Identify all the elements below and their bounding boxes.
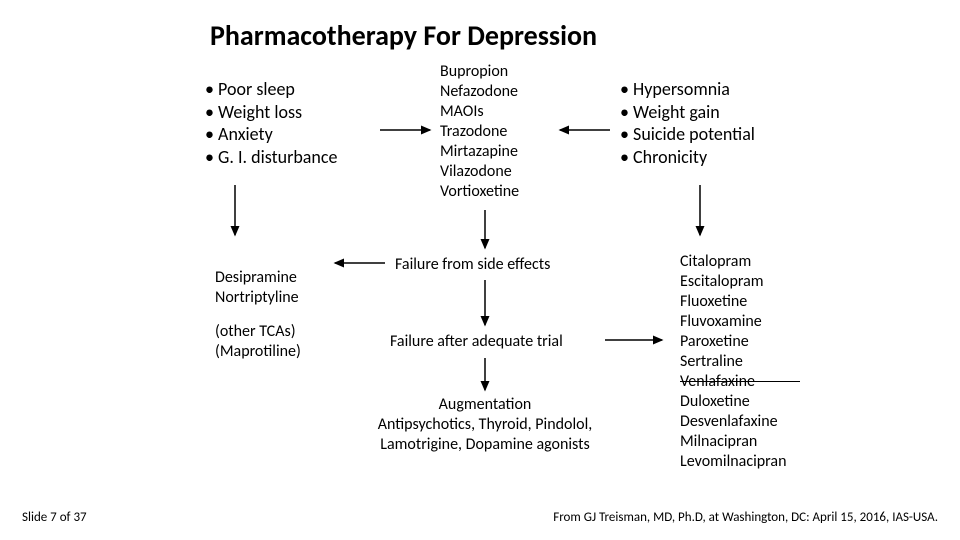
list-item: Suicide potential [620, 123, 755, 146]
list-item: Trazodone [440, 122, 519, 142]
list-item: Nefazodone [440, 82, 519, 102]
list-item: Weight loss [205, 101, 337, 124]
list-item: Escitalopram [680, 272, 786, 292]
slide-number: Slide 7 of 37 [22, 510, 87, 525]
list-item: Weight gain [620, 101, 755, 124]
ssri-divider [680, 381, 800, 382]
augmentation-block: AugmentationAntipsychotics, Thyroid, Pin… [355, 395, 615, 455]
list-item: Venlafaxine [680, 372, 786, 392]
right-symptom-list: HypersomniaWeight gainSuicide potentialC… [620, 78, 755, 168]
citation: From GJ Treisman, MD, Ph.D, at Washingto… [553, 510, 938, 525]
list-item: MAOIs [440, 102, 519, 122]
list-item: Bupropion [440, 62, 519, 82]
list-item: G. I. disturbance [205, 146, 337, 169]
list-item: Sertraline [680, 352, 786, 372]
list-item: Desvenlafaxine [680, 412, 786, 432]
tca-block: DesipramineNortriptyline(other TCAs)(Map… [215, 268, 301, 362]
list-item: Vilazodone [440, 162, 519, 182]
list-item: Anxiety [205, 123, 337, 146]
ssri-list: CitalopramEscitalopramFluoxetineFluvoxam… [680, 252, 786, 472]
list-item: Citalopram [680, 252, 786, 272]
failure-adequate-trial: Failure after adequate trial [390, 332, 563, 352]
list-item: Duloxetine [680, 392, 786, 412]
list-item: Fluvoxamine [680, 312, 786, 332]
list-item: Poor sleep [205, 78, 337, 101]
failure-side-effects: Failure from side effects [395, 255, 550, 275]
list-item: Vortioxetine [440, 182, 519, 202]
list-item: Hypersomnia [620, 78, 755, 101]
list-item: Milnacipran [680, 432, 786, 452]
list-item: Paroxetine [680, 332, 786, 352]
list-item: Fluoxetine [680, 292, 786, 312]
list-item: Chronicity [620, 146, 755, 169]
center-drug-list: BupropionNefazodoneMAOIsTrazodoneMirtaza… [440, 62, 519, 202]
slide-title: Pharmacotherapy For Depression [210, 18, 597, 53]
left-symptom-list: Poor sleepWeight lossAnxietyG. I. distur… [205, 78, 337, 168]
list-item: Levomilnacipran [680, 452, 786, 472]
list-item: Mirtazapine [440, 142, 519, 162]
